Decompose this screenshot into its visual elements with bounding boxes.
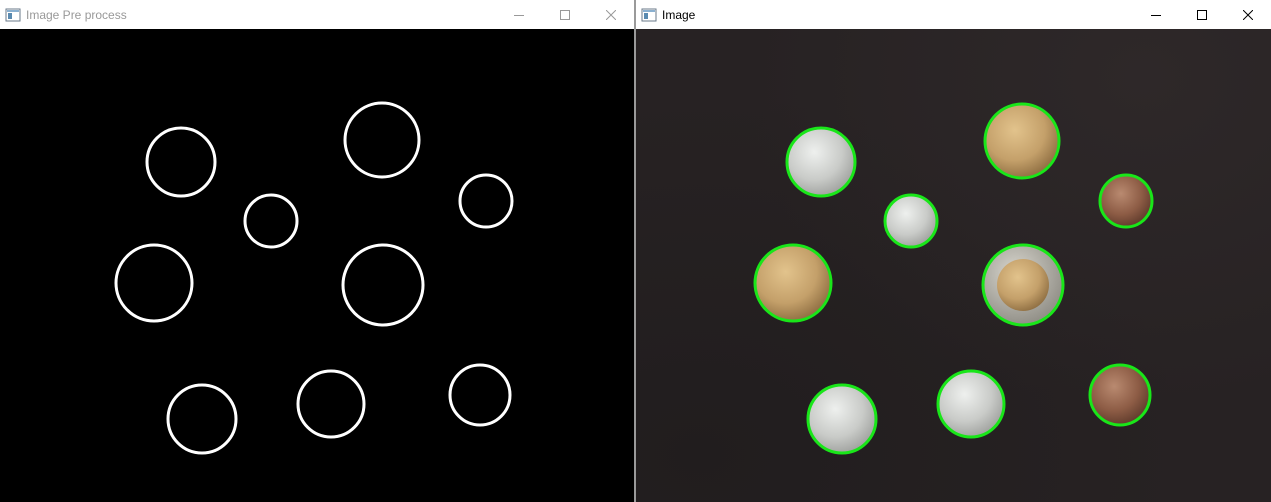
minimize-button[interactable]	[496, 0, 542, 29]
title-bar[interactable]: Image Pre process	[0, 0, 634, 29]
coins-image	[753, 102, 1154, 455]
coin-quarter	[788, 129, 854, 195]
coins	[756, 105, 1151, 452]
detection-circle	[1098, 173, 1154, 229]
close-button[interactable]	[588, 0, 634, 29]
detection-circle	[936, 369, 1006, 439]
edge-circle	[448, 363, 512, 427]
pre-process-window: Image Pre process	[0, 0, 634, 502]
edge-circle	[343, 101, 421, 179]
edge-circle	[458, 173, 514, 229]
detection-circle	[983, 102, 1061, 180]
coin-one-dollar	[756, 246, 830, 320]
edge-circle	[145, 126, 217, 198]
edge-circle	[114, 243, 194, 323]
maximize-button[interactable]	[542, 0, 588, 29]
window-title: Image Pre process	[26, 7, 127, 22]
app-window-icon	[641, 8, 657, 21]
edge-image-canvas	[0, 29, 634, 502]
image-window: Image	[636, 0, 1271, 502]
edge-image	[114, 101, 514, 455]
title-bar[interactable]: Image	[636, 0, 1271, 29]
window-divider	[634, 0, 636, 502]
coins-image-canvas	[636, 29, 1271, 502]
edge-circle	[166, 383, 238, 455]
window-title: Image	[662, 7, 696, 22]
detection-circles	[753, 102, 1154, 455]
close-icon	[606, 9, 616, 20]
minimize-icon	[1151, 14, 1161, 16]
close-button[interactable]	[1225, 0, 1271, 29]
coin-penny	[1091, 366, 1149, 424]
detection-circle	[1088, 363, 1152, 427]
coin-one-dollar	[986, 105, 1058, 177]
edge-circle	[243, 193, 299, 249]
maximize-button[interactable]	[1179, 0, 1225, 29]
close-icon	[1243, 9, 1253, 20]
edge-circle	[296, 369, 366, 439]
minimize-icon	[514, 14, 524, 16]
detection-circle	[785, 126, 857, 198]
minimize-button[interactable]	[1133, 0, 1179, 29]
coin-dime	[886, 196, 936, 246]
detection-circle	[753, 243, 833, 323]
maximize-icon	[1197, 9, 1207, 20]
coin-two-dollar	[984, 246, 1062, 324]
detection-circle	[883, 193, 939, 249]
detection-circle	[981, 243, 1065, 327]
app-window-icon	[5, 8, 21, 21]
coin-quarter	[939, 372, 1003, 436]
edge-circle	[341, 243, 425, 327]
detection-circle	[806, 383, 878, 455]
coin-quarter	[809, 386, 875, 452]
coin-penny	[1101, 176, 1151, 226]
maximize-icon	[560, 9, 570, 20]
